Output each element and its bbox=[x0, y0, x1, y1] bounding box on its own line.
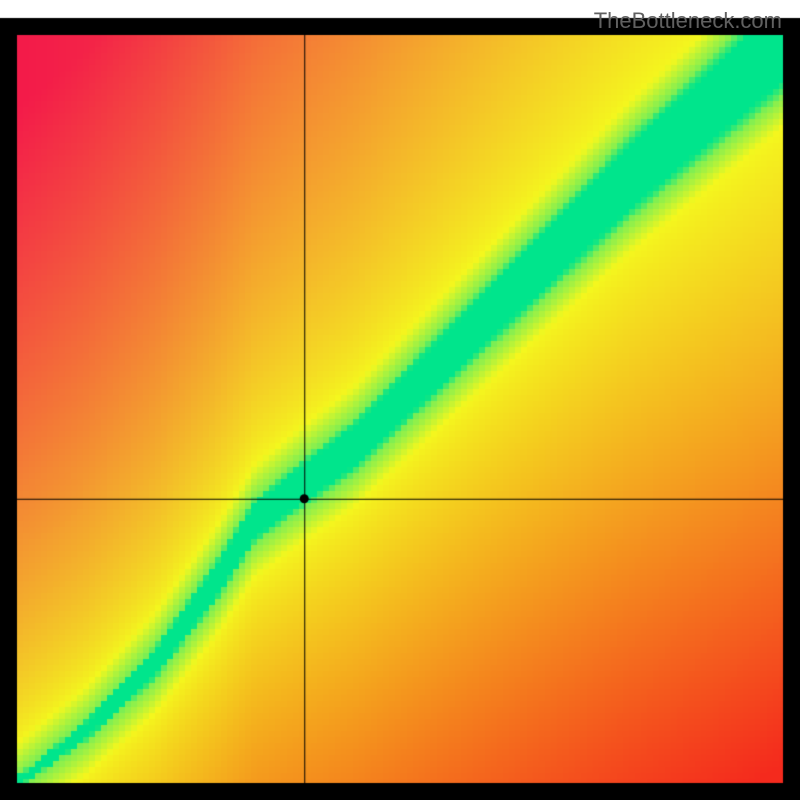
heatmap-canvas bbox=[0, 0, 800, 800]
chart-container: TheBottleneck.com bbox=[0, 0, 800, 800]
watermark-text: TheBottleneck.com bbox=[594, 8, 782, 34]
